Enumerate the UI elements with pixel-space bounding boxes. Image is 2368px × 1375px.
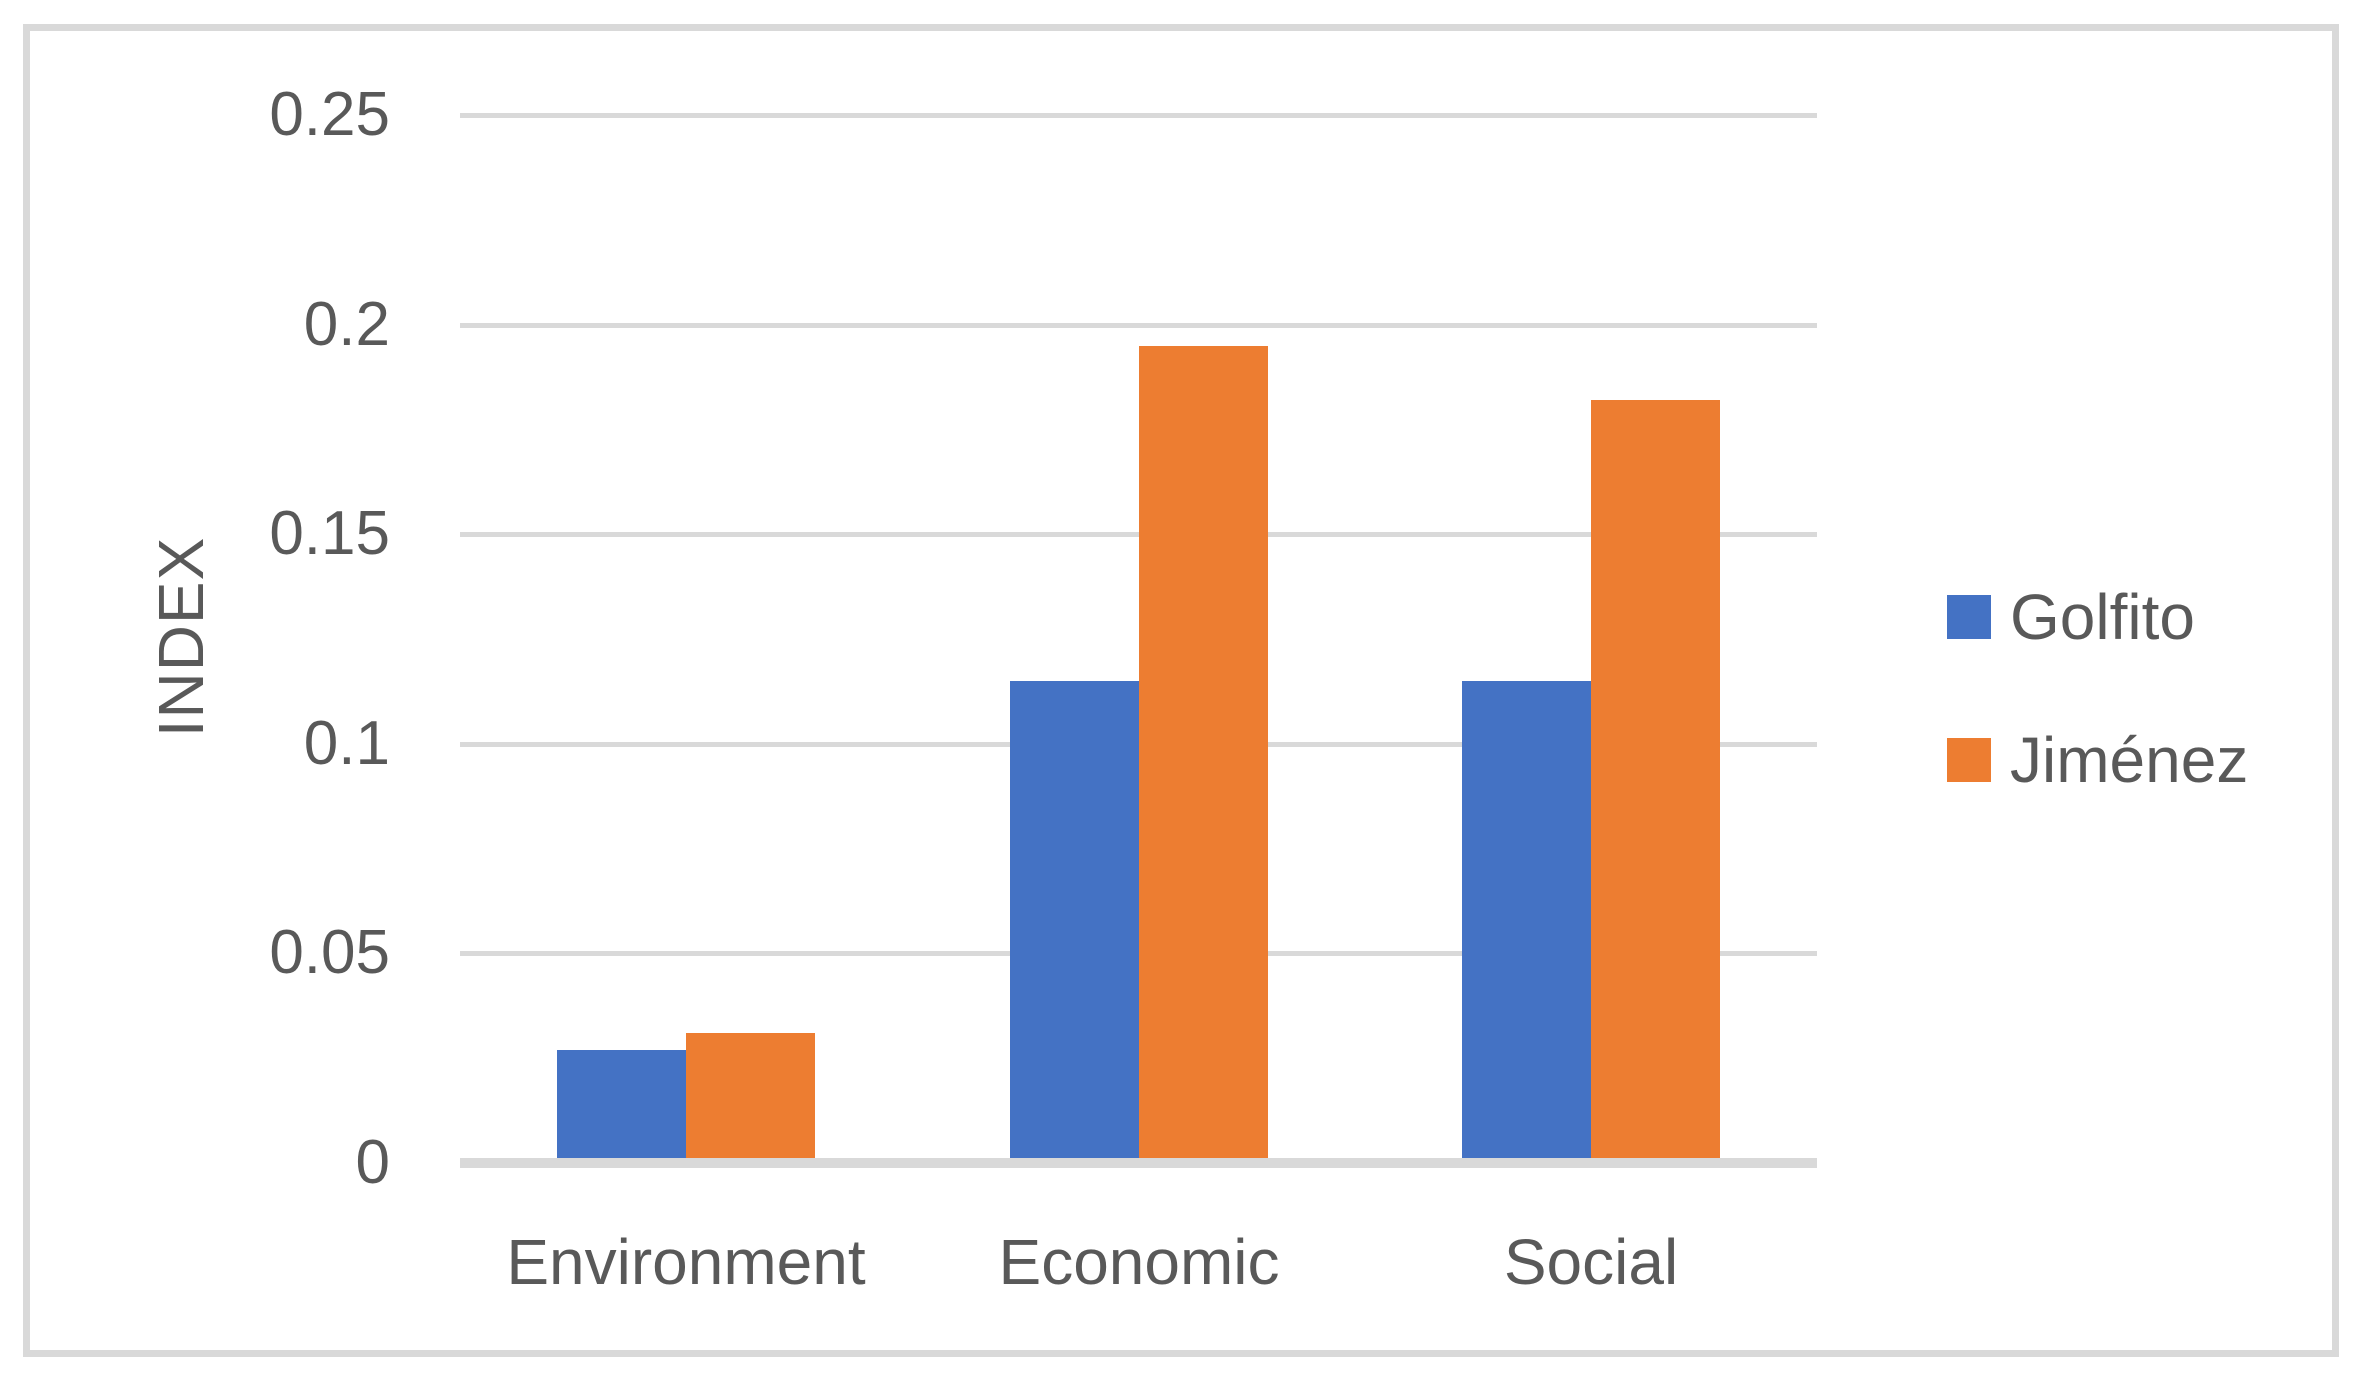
y-tick-label: 0.15 bbox=[269, 499, 390, 568]
x-axis-line bbox=[460, 1158, 1817, 1168]
x-category-label-environment: Environment bbox=[506, 1226, 866, 1298]
legend-swatch-jimenez bbox=[1947, 738, 1991, 782]
gridline bbox=[460, 532, 1817, 537]
chart-frame-border bbox=[23, 24, 2339, 1357]
bar-golfito-environment bbox=[557, 1050, 686, 1158]
legend-swatch-golfito bbox=[1947, 595, 1991, 639]
gridline bbox=[460, 113, 1817, 118]
bar-golfito-economic bbox=[1010, 681, 1139, 1158]
x-category-label-economic: Economic bbox=[998, 1226, 1280, 1298]
bar-jimenez-social bbox=[1591, 400, 1720, 1158]
y-tick-label: 0.25 bbox=[269, 80, 390, 149]
bar-jimenez-environment bbox=[686, 1033, 815, 1158]
y-tick-label: 0.1 bbox=[303, 709, 390, 778]
gridline bbox=[460, 323, 1817, 328]
legend-item-golfito: Golfito bbox=[1947, 581, 2195, 653]
bar-jimenez-economic bbox=[1139, 346, 1268, 1158]
legend-item-jimenez: Jiménez bbox=[1947, 724, 2249, 796]
y-tick-label: 0 bbox=[355, 1128, 390, 1197]
legend-label: Golfito bbox=[2010, 581, 2195, 653]
x-category-label-social: Social bbox=[1503, 1226, 1679, 1298]
y-tick-label: 0.05 bbox=[269, 918, 390, 987]
legend-label: Jiménez bbox=[2010, 724, 2249, 796]
bar-golfito-social bbox=[1462, 681, 1591, 1158]
y-tick-label: 0.2 bbox=[303, 290, 390, 359]
